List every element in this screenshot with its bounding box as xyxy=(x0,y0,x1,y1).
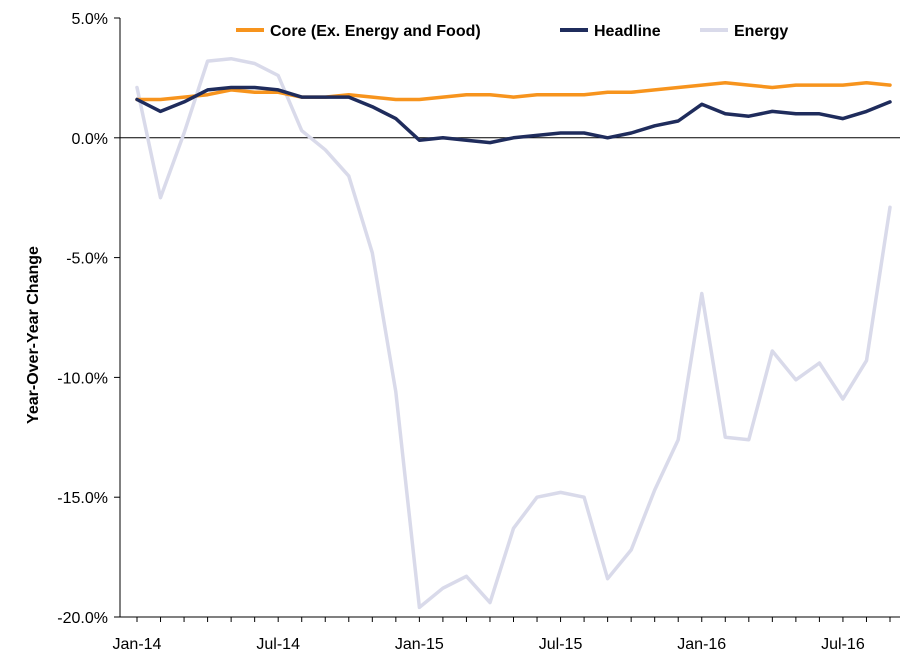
x-tick-label: Jul-15 xyxy=(539,636,583,653)
y-tick-label: 5.0% xyxy=(72,11,108,28)
y-tick-label: 0.0% xyxy=(72,131,108,148)
y-tick-label: -15.0% xyxy=(57,490,108,507)
series-layer xyxy=(135,56,892,610)
x-tick-label: Jan-15 xyxy=(395,636,444,653)
legend: Core (Ex. Energy and Food) Headline Energy xyxy=(236,23,788,40)
x-tick-label: Jan-16 xyxy=(677,636,726,653)
y-tick-label: -5.0% xyxy=(66,251,108,268)
series-line-core-ex-energy-and-food xyxy=(135,80,892,102)
x-tick-label: Jul-16 xyxy=(821,636,865,653)
y-tick-label: -10.0% xyxy=(57,370,108,387)
series-line-headline xyxy=(135,85,892,145)
x-tick-label: Jul-14 xyxy=(256,636,300,653)
legend-label: Headline xyxy=(594,23,661,40)
y-axis-title: Year-Over-Year Change xyxy=(25,246,42,424)
series-line-energy xyxy=(135,56,892,610)
legend-label: Energy xyxy=(734,23,788,40)
x-tick-label: Jan-14 xyxy=(113,636,162,653)
axes: 5.0% 0.0% -5.0% -10.0% -15.0% -20.0% Jan-14 Jul… xyxy=(57,11,900,653)
legend-label: Core (Ex. Energy and Food) xyxy=(270,23,481,40)
y-tick-label: -20.0% xyxy=(57,610,108,627)
